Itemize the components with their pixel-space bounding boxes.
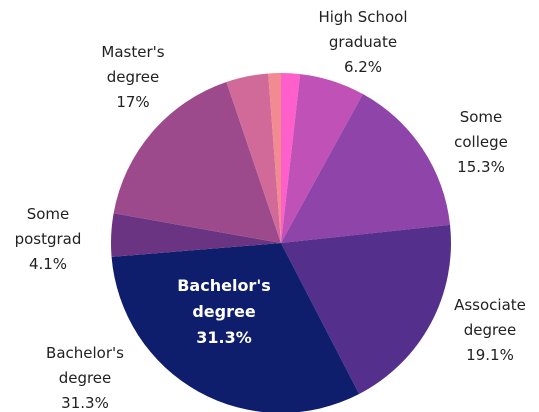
slice-label: Some college 15.3% <box>441 105 521 180</box>
pie-slice <box>281 94 451 243</box>
slice-label: Associate degree 19.1% <box>444 293 536 368</box>
category-label: Some postgrad <box>14 205 82 248</box>
pie-slice <box>281 74 363 243</box>
category-label: Some college <box>454 108 508 151</box>
value-label: 19.1% <box>466 346 514 364</box>
category-label: Associate degree <box>454 296 526 339</box>
pie-slice <box>281 73 301 243</box>
slice-label: Bachelor's degree 31.3% <box>168 273 280 351</box>
slice-label: Some postgrad 4.1% <box>7 202 89 277</box>
pie-slice <box>113 81 282 243</box>
pie-slice <box>111 243 360 412</box>
value-label: 31.3% <box>61 394 109 412</box>
pie-slice <box>281 224 451 394</box>
value-label: 31.3% <box>196 328 252 347</box>
category-label: Master's degree <box>101 43 165 86</box>
pie-slice <box>268 73 281 243</box>
pie-slice <box>111 213 282 257</box>
category-label: Bachelor's degree <box>177 276 271 321</box>
pie-slice <box>226 73 281 243</box>
value-label: 6.2% <box>343 58 383 76</box>
value-label: 15.3% <box>457 158 505 176</box>
category-label: High School graduate <box>318 8 408 51</box>
slice-label: Master's degree 17% <box>92 40 174 115</box>
value-label: 4.1% <box>28 255 68 273</box>
category-label: Bachelor's degree <box>46 344 124 387</box>
value-label: 17% <box>116 93 150 111</box>
slice-label: Bachelor's degree 31.3% <box>39 341 131 412</box>
slice-label: High School graduate 6.2% <box>307 5 419 80</box>
